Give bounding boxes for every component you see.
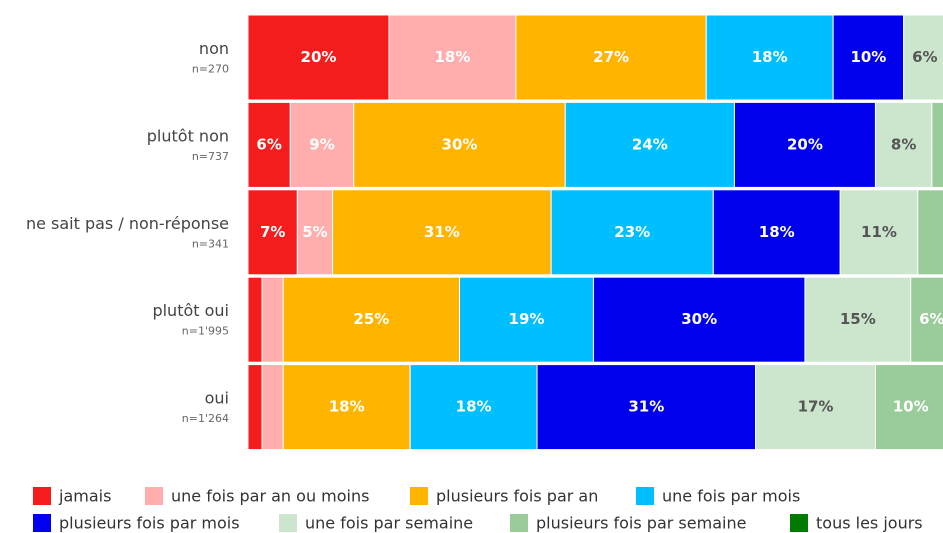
bar-segment: [705, 14, 834, 101]
data-label: 27%: [593, 48, 629, 66]
data-label: 20%: [301, 48, 337, 66]
legend-label: jamais: [58, 487, 111, 506]
bar-segment: [332, 189, 552, 276]
data-label: 6%: [912, 48, 937, 66]
bar-segment: [247, 276, 263, 363]
category-note: n=341: [192, 237, 229, 250]
bar-segment: [564, 101, 735, 188]
legend-label: une fois par mois: [662, 487, 800, 506]
legend-label: une fois par an ou moins: [171, 487, 369, 506]
data-label: 18%: [759, 223, 795, 241]
data-label: 31%: [424, 223, 460, 241]
bar-segment: [282, 276, 460, 363]
data-label: 20%: [787, 135, 823, 153]
data-label: 5%: [302, 223, 327, 241]
bar-segment: [536, 364, 757, 451]
legend-swatch: [33, 514, 51, 532]
bar-segment: [712, 189, 841, 276]
data-label: 6%: [919, 310, 943, 328]
data-label: 19%: [509, 310, 545, 328]
legend-label: plusieurs fois par mois: [59, 514, 240, 533]
bar-segment: [282, 364, 411, 451]
category-note: n=1'264: [182, 412, 229, 425]
bar-segment: [247, 14, 390, 101]
category-label: oui: [205, 389, 229, 408]
data-label: 6%: [256, 135, 281, 153]
legend-label: plusieurs fois par semaine: [536, 514, 746, 533]
bar-segment: [832, 14, 905, 101]
bar-segment: [917, 189, 943, 276]
bar-segment: [247, 101, 291, 188]
bar-segment: [409, 364, 538, 451]
data-label: 18%: [752, 48, 788, 66]
bar-segment: [296, 189, 334, 276]
legend-swatch: [33, 487, 51, 505]
bar-segment: [459, 276, 594, 363]
bar-segment: [388, 14, 517, 101]
legend-swatch: [145, 487, 163, 505]
data-label: 30%: [681, 310, 717, 328]
data-label: 10%: [893, 398, 929, 416]
category-label: plutôt oui: [152, 301, 229, 320]
legend-swatch: [790, 514, 808, 532]
bar-segment: [910, 276, 943, 363]
data-label: 7%: [260, 223, 285, 241]
bar-segment: [874, 101, 933, 188]
bar-segment: [247, 189, 298, 276]
data-label: 17%: [798, 398, 834, 416]
bar-segment: [261, 276, 284, 363]
legend-swatch: [510, 514, 528, 532]
data-label: 9%: [309, 135, 334, 153]
data-label: 24%: [632, 135, 668, 153]
legend-swatch: [410, 487, 428, 505]
bar-segment: [733, 101, 876, 188]
bar-segment: [261, 364, 284, 451]
data-label: 18%: [434, 48, 470, 66]
bar-segment: [931, 101, 943, 188]
data-label: 10%: [850, 48, 886, 66]
bar-segment: [515, 14, 707, 101]
legend-label: une fois par semaine: [305, 514, 473, 533]
bar-segment: [247, 364, 263, 451]
data-label: 18%: [329, 398, 365, 416]
bar-segment: [755, 364, 876, 451]
category-label: ne sait pas / non-réponse: [26, 214, 229, 233]
category-note: n=1'995: [182, 325, 229, 338]
category-label: plutôt non: [147, 126, 229, 145]
data-label: 15%: [840, 310, 876, 328]
data-label: 8%: [891, 135, 916, 153]
legend-label: tous les jours: [816, 514, 923, 533]
data-label: 18%: [456, 398, 492, 416]
bar-segment: [903, 14, 943, 101]
legend-swatch: [279, 514, 297, 532]
legend-label: plusieurs fois par an: [436, 487, 598, 506]
category-label: non: [199, 39, 229, 58]
bar-segment: [804, 276, 912, 363]
category-note: n=270: [192, 63, 229, 76]
category-note: n=737: [192, 150, 229, 163]
data-label: 30%: [442, 135, 478, 153]
data-label: 23%: [614, 223, 650, 241]
data-label: 31%: [628, 398, 664, 416]
data-label: 11%: [861, 223, 897, 241]
bar-segment: [874, 364, 943, 451]
bar-segment: [592, 276, 806, 363]
legend-swatch: [636, 487, 654, 505]
data-label: 25%: [353, 310, 389, 328]
